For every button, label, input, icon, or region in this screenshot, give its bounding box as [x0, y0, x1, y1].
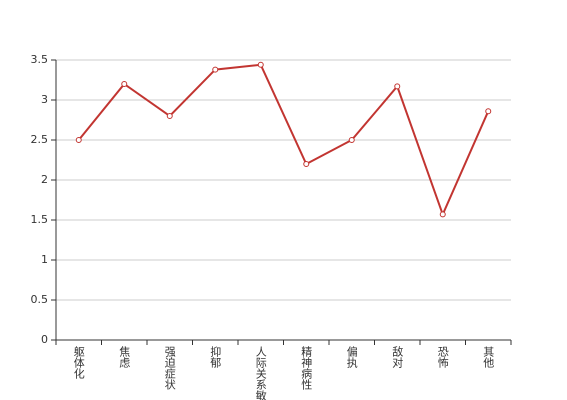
y-tick-label: 3 [41, 93, 48, 106]
point [75, 137, 82, 143]
y-tick-label: 1 [41, 253, 48, 266]
y-tick-label: 2 [41, 173, 48, 186]
point [348, 137, 355, 143]
x-tick-label: 敌对 [391, 345, 404, 368]
x-tick-label: 偏执 [345, 345, 358, 369]
point [257, 61, 264, 68]
point [485, 108, 492, 115]
y-tick-label: 3.5 [31, 53, 49, 66]
x-tick-label: 恐怖 [436, 346, 449, 368]
x-tick-label: 其他 [482, 346, 495, 368]
y-tick-label: 1.5 [31, 213, 49, 226]
x-tick-label: 强迫症状 [163, 346, 176, 390]
x-tick-label: 焦虑 [118, 346, 131, 368]
x-tick-label: 躯体化 [72, 346, 85, 380]
x-tick-label: 精神病性 [300, 346, 313, 391]
point [121, 81, 128, 87]
point [439, 211, 446, 218]
x-tick-label: 抑郁 [209, 345, 222, 368]
line [77, 63, 490, 218]
x-tick-label: 人际关系敏感 [254, 346, 267, 400]
point [166, 113, 173, 119]
y-tick-label: 0.5 [31, 293, 49, 306]
y-tick-label: 2.5 [31, 133, 49, 146]
point [212, 66, 219, 73]
point [303, 161, 310, 167]
y-tick-label: 0 [41, 333, 48, 346]
point [394, 83, 401, 90]
